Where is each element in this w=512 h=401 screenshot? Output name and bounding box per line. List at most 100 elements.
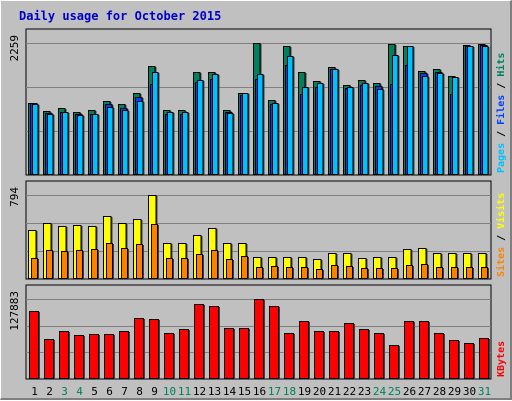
bar-kbytes-day-12 <box>194 304 205 379</box>
bar-kbytes-day-15 <box>239 328 250 379</box>
x-tick-label: 29 <box>448 385 461 398</box>
panel-visits-sites: 794 Sites / Visits <box>8 180 507 280</box>
bar-pages-day-22 <box>347 87 355 175</box>
bar-kbytes-day-14 <box>224 328 235 379</box>
legend-entry: Pages <box>496 143 507 173</box>
bar-kbytes-day-20 <box>314 331 325 379</box>
panel-kbytes: 127883 KBytes <box>8 284 507 380</box>
bar-kbytes-day-8 <box>134 318 145 379</box>
bar-pages-day-31 <box>482 46 490 175</box>
bar-sites-day-3 <box>61 251 69 279</box>
x-tick-label: 4 <box>76 385 83 398</box>
bar-kbytes-day-29 <box>449 340 460 379</box>
bar-kbytes-day-17 <box>269 306 280 379</box>
bar-pages-day-3 <box>62 112 70 175</box>
bar-sites-day-29 <box>451 267 459 279</box>
panel-hits-files-pages: 2259 Pages / Files / Hits <box>8 28 507 176</box>
x-tick-label: 17 <box>268 385 281 398</box>
bar-sites-day-15 <box>241 256 249 279</box>
x-axis-labels: 1 2 3 4 5 6 7 8 9 10 11 12 13 14 15 16 17 18 19 20 21 22 23 24 2… <box>31 385 491 398</box>
bar-sites-day-7 <box>121 248 129 279</box>
x-tick-label: 15 <box>238 385 251 398</box>
x-tick-label: 3 <box>61 385 68 398</box>
legend-entry: Files <box>495 95 507 125</box>
x-tick-label: 14 <box>223 385 237 398</box>
bar-sites-day-21 <box>331 265 339 279</box>
bar-kbytes-day-30 <box>464 343 475 379</box>
bar-sites-day-28 <box>436 267 444 279</box>
y-max-label: 127883 <box>8 291 21 331</box>
bar-pages-day-14 <box>227 113 235 175</box>
x-tick-label: 1 <box>31 385 38 398</box>
x-tick-label: 25 <box>388 385 401 398</box>
bar-sites-day-8 <box>136 244 144 279</box>
bar-pages-day-19 <box>302 87 310 175</box>
side-legend: Pages / Files / Hits <box>495 53 507 173</box>
legend-entry: Visits <box>495 193 507 229</box>
bar-pages-day-11 <box>182 112 190 175</box>
bar-kbytes-day-5 <box>89 334 100 379</box>
bar-sites-day-10 <box>166 258 174 279</box>
bar-kbytes-day-3 <box>59 331 70 379</box>
legend-entry: / <box>496 125 507 143</box>
x-tick-label: 24 <box>373 385 387 398</box>
legend-entry: KBytes <box>496 341 507 377</box>
bar-sites-day-23 <box>361 268 369 279</box>
bar-kbytes-day-21 <box>329 331 340 379</box>
bar-sites-day-9 <box>151 224 159 279</box>
bar-sites-day-18 <box>286 267 294 279</box>
bar-pages-day-27 <box>422 76 430 175</box>
bar-kbytes-day-18 <box>284 333 295 379</box>
bar-kbytes-day-23 <box>359 329 370 379</box>
bar-kbytes-day-10 <box>164 333 175 379</box>
bar-kbytes-day-24 <box>374 333 385 379</box>
x-tick-label: 9 <box>151 385 158 398</box>
bar-pages-day-28 <box>437 73 445 175</box>
x-tick-label: 20 <box>313 385 326 398</box>
bar-kbytes-day-25 <box>389 345 400 379</box>
bar-pages-day-5 <box>92 114 100 175</box>
x-tick-label: 6 <box>106 385 113 398</box>
x-tick-label: 22 <box>343 385 356 398</box>
bar-pages-day-9 <box>152 72 160 175</box>
bar-kbytes-day-11 <box>179 329 190 379</box>
bar-kbytes-day-19 <box>299 321 310 379</box>
legend-entry: Sites <box>495 247 507 277</box>
chart-title: Daily usage for October 2015 <box>19 9 221 23</box>
bar-pages-day-6 <box>107 107 115 175</box>
bar-kbytes-day-16 <box>254 299 265 379</box>
bar-kbytes-day-6 <box>104 334 115 379</box>
bar-sites-day-16 <box>256 267 264 279</box>
bar-kbytes-day-22 <box>344 323 355 379</box>
bar-pages-day-13 <box>212 74 220 175</box>
bar-sites-day-12 <box>196 254 204 279</box>
x-tick-label: 5 <box>91 385 98 398</box>
bar-kbytes-day-7 <box>119 331 130 379</box>
bar-pages-day-15 <box>242 93 250 175</box>
bar-kbytes-day-1 <box>29 311 40 379</box>
bar-pages-day-25 <box>392 55 400 175</box>
y-max-label: 2259 <box>8 35 21 62</box>
x-tick-label: 8 <box>136 385 143 398</box>
x-tick-label: 12 <box>193 385 206 398</box>
bar-sites-day-17 <box>271 266 279 279</box>
bar-pages-day-10 <box>167 112 175 175</box>
bar-sites-day-14 <box>226 259 234 279</box>
x-tick-label: 16 <box>253 385 266 398</box>
bar-sites-day-19 <box>301 267 309 279</box>
bar-sites-day-24 <box>376 268 384 279</box>
bar-pages-day-18 <box>287 56 295 175</box>
x-tick-label: 2 <box>46 385 53 398</box>
bar-pages-day-21 <box>332 69 340 175</box>
x-tick-label: 11 <box>178 385 191 398</box>
x-tick-label: 23 <box>358 385 371 398</box>
bar-pages-day-8 <box>137 101 145 175</box>
chart-panels: 2259 Pages / Files / Hits 794 Sites / Visit… <box>8 28 507 380</box>
side-legend: KBytes <box>496 341 507 377</box>
bar-pages-day-29 <box>452 77 460 175</box>
x-tick-label: 31 <box>478 385 491 398</box>
legend-entry: / <box>496 77 507 95</box>
bar-kbytes-day-4 <box>74 335 85 379</box>
bar-pages-day-30 <box>467 46 475 175</box>
